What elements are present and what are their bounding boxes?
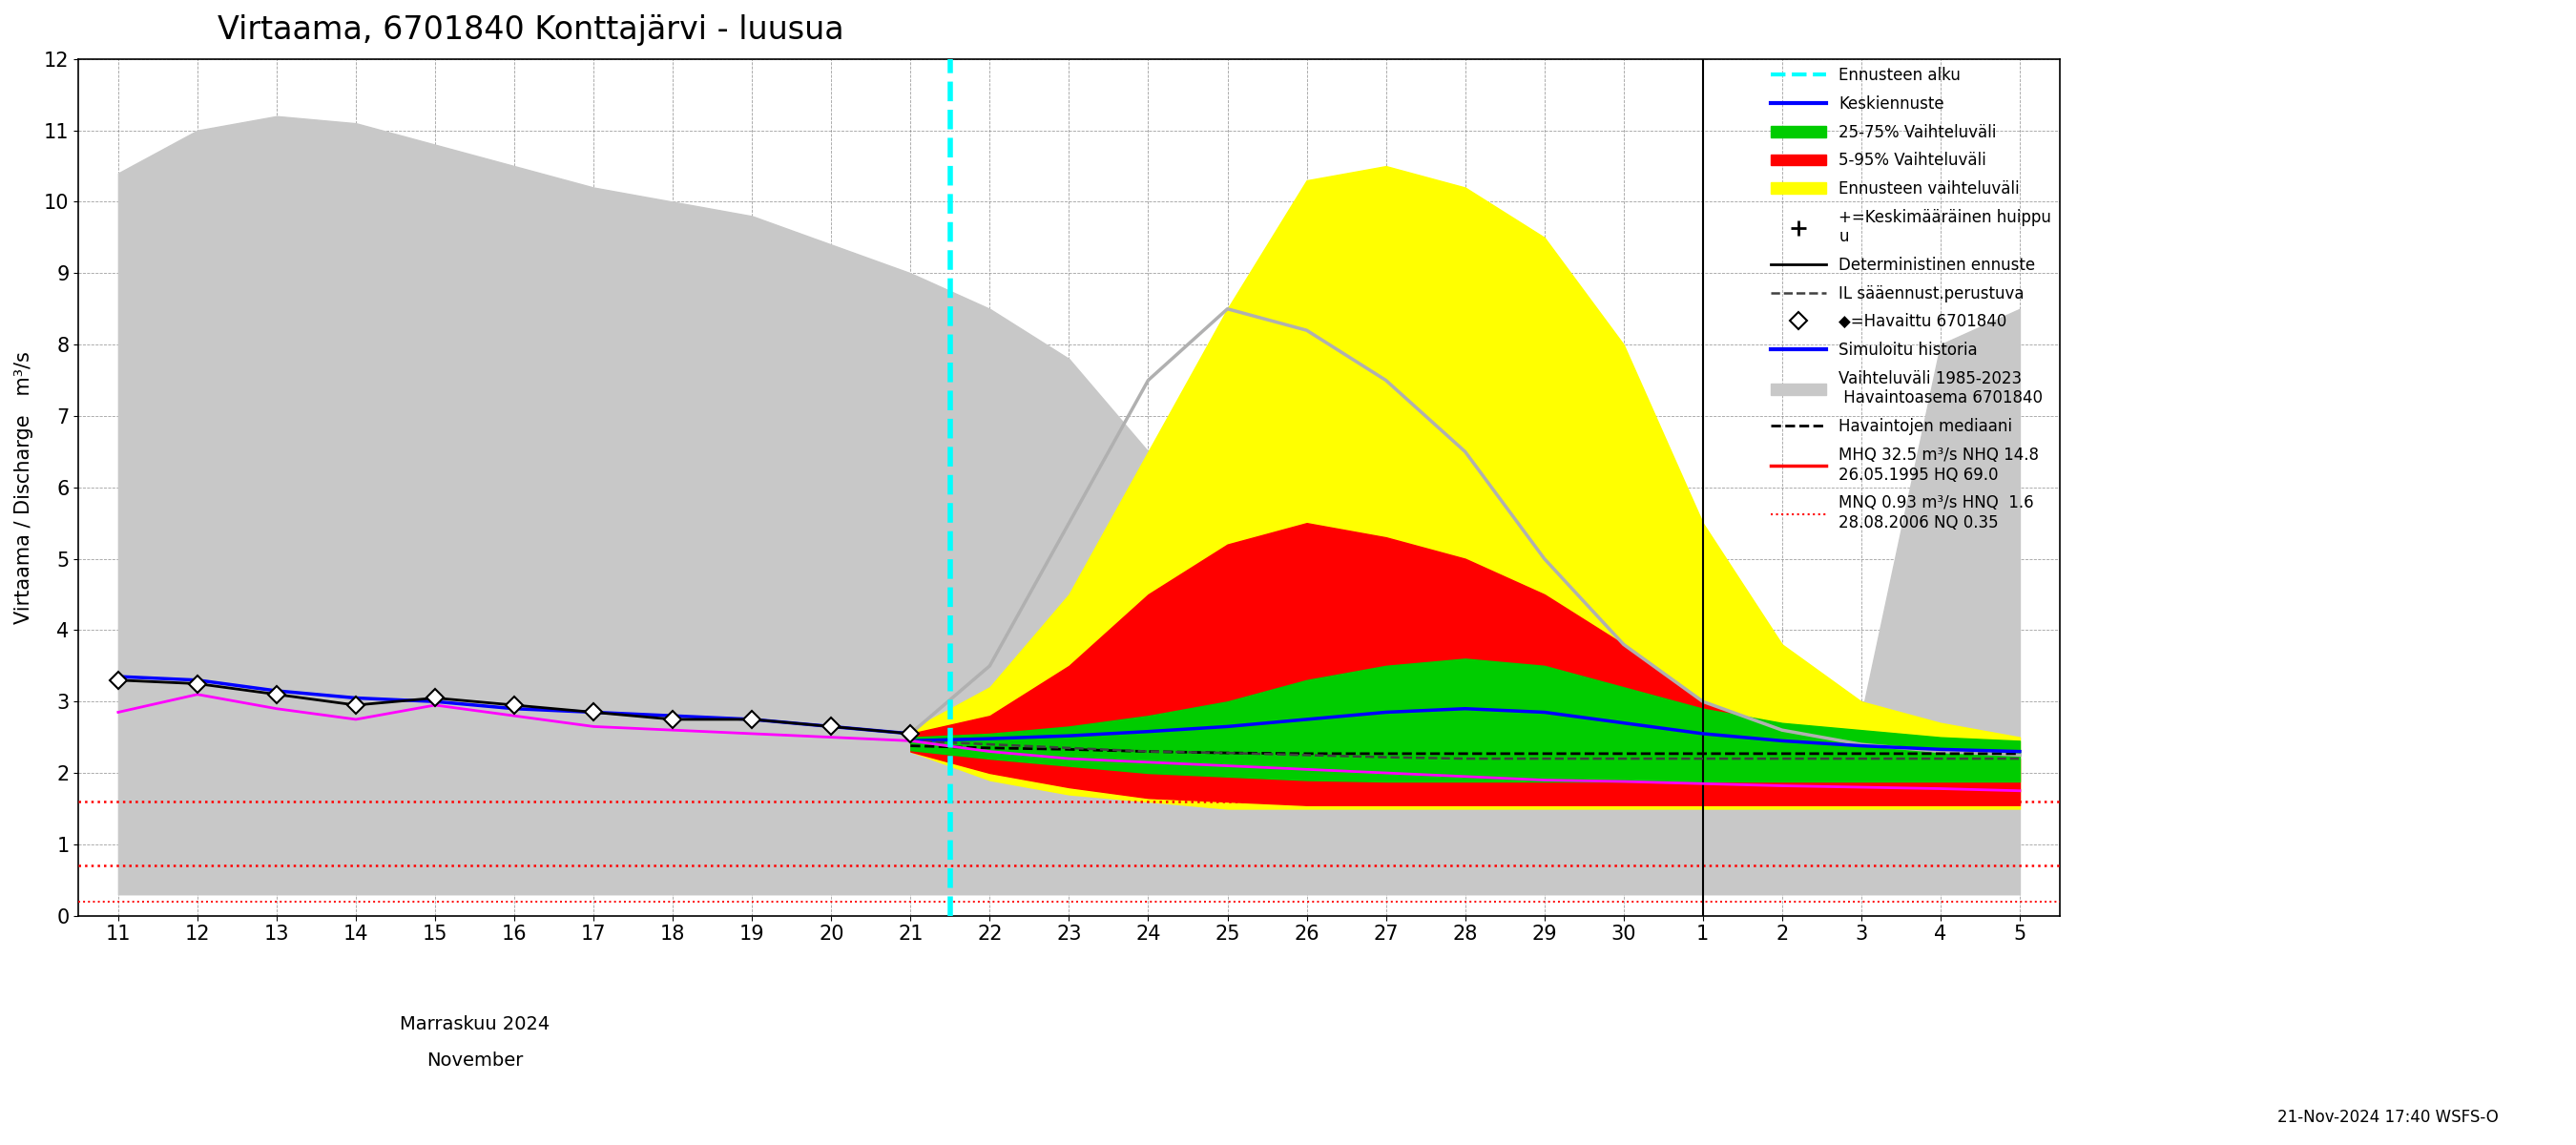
Text: November: November [428, 1051, 523, 1069]
Text: Virtaama, 6701840 Konttajärvi - luusua: Virtaama, 6701840 Konttajärvi - luusua [216, 14, 845, 46]
Legend: Ennusteen alku, Keskiennuste, 25-75% Vaihteluväli, 5-95% Vaihteluväli, Ennusteen: Ennusteen alku, Keskiennuste, 25-75% Vai… [1765, 61, 2058, 538]
Text: 21-Nov-2024 17:40 WSFS-O: 21-Nov-2024 17:40 WSFS-O [2277, 1108, 2499, 1126]
Text: Marraskuu 2024: Marraskuu 2024 [399, 1016, 549, 1034]
Y-axis label: Virtaama / Discharge   m³/s: Virtaama / Discharge m³/s [15, 352, 33, 624]
